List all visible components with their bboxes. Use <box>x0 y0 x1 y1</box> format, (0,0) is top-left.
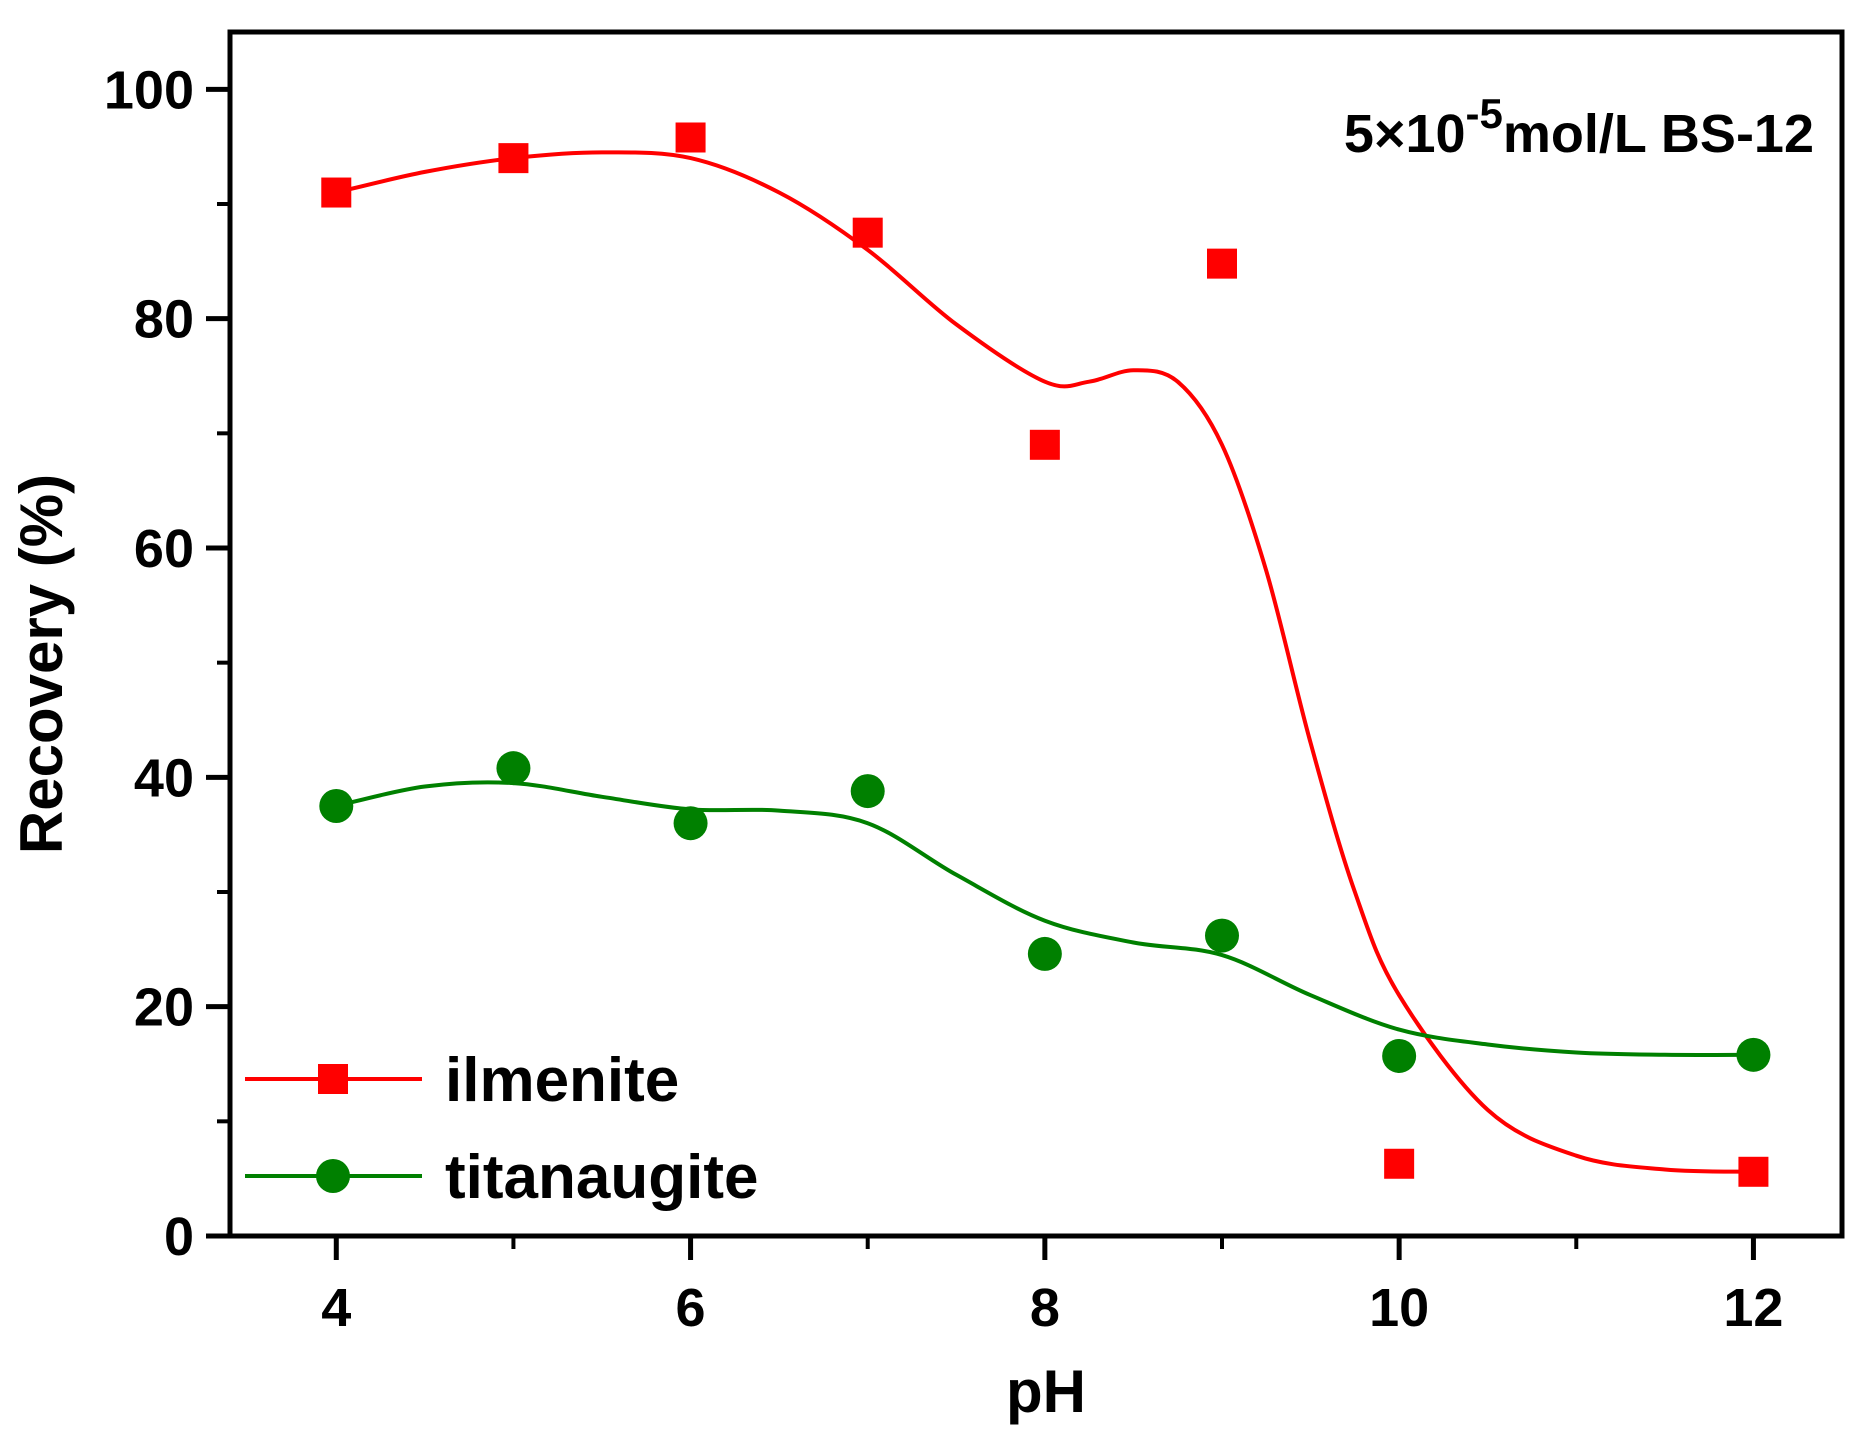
legend: ilmenite titanaugite <box>245 1046 758 1212</box>
concentration-annotation: 5×10-5mol/L BS-12 <box>1344 90 1814 164</box>
ilmenite-point <box>852 217 883 248</box>
titanaugite-point <box>1027 936 1062 971</box>
annotation-prefix: 5×10 <box>1344 104 1466 164</box>
ilmenite-point <box>1384 1148 1415 1179</box>
labels-layer: 4 6 8 10 12 0 20 40 60 80 100 <box>104 60 1784 1338</box>
legend-marker-ilmenite <box>318 1064 348 1094</box>
ilmenite-fit-line <box>335 150 1754 1174</box>
ilmenite-point <box>675 122 706 153</box>
ilmenite-point <box>1029 429 1060 460</box>
x-tick-label: 6 <box>676 1278 706 1338</box>
x-tick-label: 12 <box>1723 1278 1783 1338</box>
titanaugite-point <box>850 774 885 809</box>
y-tick-label: 60 <box>134 519 194 579</box>
titanaugite-point <box>319 789 354 823</box>
ticks-layer <box>206 86 1756 1260</box>
x-tick-label: 8 <box>1030 1278 1060 1338</box>
annotation-exponent: -5 <box>1466 90 1503 137</box>
ilmenite-point <box>321 177 352 208</box>
ilmenite-point <box>498 143 529 174</box>
curves-layer <box>335 150 1754 1174</box>
x-tick-label: 4 <box>321 1278 351 1338</box>
y-tick-label: 40 <box>134 748 194 808</box>
y-tick-label: 100 <box>104 60 194 120</box>
annotation-suffix: mol/L BS-12 <box>1503 104 1814 164</box>
plot-frame <box>227 29 1845 1239</box>
y-tick-label: 20 <box>134 978 194 1038</box>
titanaugite-point <box>1382 1038 1417 1073</box>
legend-label-titanaugite: titanaugite <box>445 1143 758 1212</box>
titanaugite-point <box>1205 918 1239 953</box>
titanaugite-point <box>673 806 708 841</box>
y-axis-title: Recovery (%) <box>8 474 75 854</box>
x-tick-label: 10 <box>1369 1278 1429 1338</box>
legend-label-ilmenite: ilmenite <box>445 1046 679 1115</box>
markers-layer <box>319 122 1771 1187</box>
y-tick-label: 80 <box>134 290 194 350</box>
titanaugite-point <box>496 751 531 786</box>
ilmenite-point <box>1738 1156 1769 1187</box>
x-axis-title: pH <box>1006 1358 1086 1425</box>
ilmenite-point <box>1207 248 1237 279</box>
titanaugite-fit-line <box>335 780 1754 1057</box>
legend-marker-titanaugite <box>316 1159 350 1193</box>
titanaugite-point <box>1736 1037 1771 1072</box>
y-tick-label: 0 <box>164 1207 194 1267</box>
